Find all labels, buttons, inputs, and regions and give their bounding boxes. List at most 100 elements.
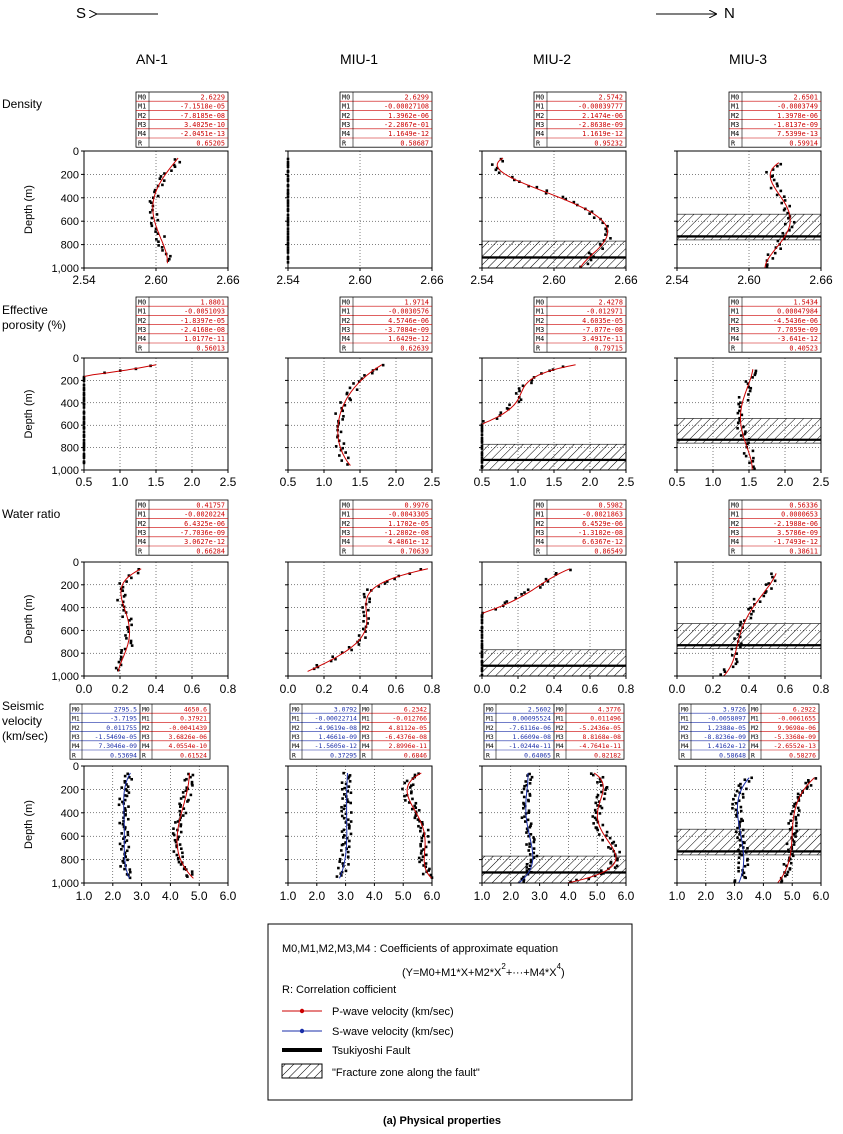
data-point: [526, 789, 529, 793]
data-point: [150, 224, 154, 228]
data-point: [766, 263, 769, 266]
y-tick-label: 400: [61, 603, 79, 615]
panel-an1-row3: M0 2795.5 M1 -3.7195 M2 0.011755 M3 -1.5469e-05…: [23, 703, 237, 903]
plot-frame: [83, 765, 229, 884]
data-point: [338, 454, 341, 457]
data-point: [747, 780, 751, 783]
coef-value: -7.1518e-05: [180, 103, 225, 111]
data-point: [424, 865, 428, 869]
coef-value: 0.9976: [404, 501, 429, 509]
data-point: [419, 829, 422, 833]
coef-value: 6.2922: [793, 705, 816, 713]
data-point: [783, 237, 786, 241]
data-point: [609, 847, 613, 850]
data-point: [124, 813, 127, 817]
coef-key: R: [681, 751, 685, 759]
data-point: [561, 195, 565, 199]
s-wave-curve: [339, 772, 348, 879]
x-tick-label: 1.0: [112, 475, 129, 489]
coef-key: M4: [731, 335, 739, 343]
data-point: [529, 778, 532, 781]
coef-key: R: [138, 344, 143, 352]
coef-table: M0 1.8801 M1 -0.0051093 M2 -1.8397e-05 M3 -2.41…: [135, 296, 229, 353]
data-point: [519, 398, 523, 402]
coef-key: M1: [751, 715, 759, 723]
y-axis-label: Depth (m): [23, 390, 35, 439]
data-point: [528, 864, 532, 868]
coef-value: -1.8397e-05: [180, 317, 225, 325]
well-label-miu3: MIU-3: [729, 51, 767, 67]
panel-miu1-row2: M0 0.9976 M1 -0.0043305 M2 1.1702e-05 M3 -1.280…: [280, 499, 441, 696]
x-tick-label: 2.0: [777, 475, 794, 489]
coef-value: 6.6367e-12: [582, 538, 623, 546]
coef-value: 1.3978e-06: [777, 112, 818, 120]
data-point: [128, 868, 132, 871]
data-point: [340, 459, 344, 462]
data-point: [569, 568, 572, 572]
panel-miu1-row0: M0 2.6299 M1 -0.00027108 M2 1.3962e-06 M3 -2.28…: [276, 91, 444, 287]
data-point: [179, 823, 183, 826]
data-point: [599, 869, 603, 872]
data-point: [797, 813, 800, 817]
data-point: [122, 857, 126, 860]
coef-value: -7.077e-08: [582, 326, 623, 334]
coef-value: 1.6609e-08: [513, 733, 552, 741]
coef-key: M0: [731, 93, 739, 101]
data-point: [738, 409, 741, 413]
data-point: [739, 645, 742, 649]
data-point: [601, 838, 604, 842]
data-point: [526, 818, 530, 822]
data-point: [561, 365, 565, 369]
coef-value: 1.4162e-12: [708, 742, 747, 750]
data-point: [426, 828, 430, 832]
coef-value: 1.8801: [200, 298, 225, 306]
coef-key: M1: [536, 511, 544, 519]
data-point: [127, 805, 130, 808]
data-point: [612, 849, 616, 853]
data-point: [168, 257, 171, 261]
coef-value: -0.0061655: [778, 715, 817, 723]
coef-key: M2: [731, 520, 739, 528]
data-point: [414, 801, 418, 805]
coef-value: 1.1702e-05: [388, 520, 429, 528]
coef-value: -1.0244e-11: [509, 742, 551, 750]
coef-key: R: [142, 751, 146, 759]
data-point: [735, 652, 739, 655]
coef-key: M1: [138, 103, 146, 111]
data-point: [599, 784, 603, 787]
data-point: [122, 819, 125, 823]
y-tick-label: 0: [73, 761, 79, 773]
data-point: [807, 780, 810, 784]
data-point: [737, 784, 741, 787]
data-point: [586, 262, 590, 266]
data-point: [418, 819, 421, 823]
coef-value: 0.59914: [789, 139, 818, 147]
panel-an1-row1: M0 1.8801 M1 -0.0051093 M2 -1.8397e-05 M3 -2.41…: [23, 296, 237, 489]
y-tick-label: 200: [61, 375, 79, 387]
data-point: [517, 387, 521, 390]
data-point: [346, 818, 350, 821]
coef-value: 1.1619e-12: [582, 130, 623, 138]
data-point: [174, 840, 178, 844]
data-point: [408, 786, 412, 789]
x-tick-label: 1.5: [148, 475, 165, 489]
data-point: [783, 222, 787, 226]
data-point: [589, 772, 593, 775]
data-point: [136, 571, 140, 575]
coef-value: 0.41757: [196, 501, 225, 509]
data-point: [411, 783, 415, 787]
data-point: [179, 847, 183, 851]
data-point: [124, 855, 127, 858]
coef-value: 6.2342: [404, 705, 427, 713]
data-point: [788, 857, 792, 861]
x-tick-label: 0.4: [148, 682, 165, 696]
data-point: [127, 574, 131, 577]
data-point: [785, 864, 788, 868]
data-point: [417, 772, 420, 775]
coef-key: M4: [138, 335, 146, 343]
panel-an1-row2: M0 0.41757 M1 -0.0020224 M2 6.4325e-06 M3 -7.70…: [23, 499, 237, 696]
y-tick-label: 800: [61, 648, 79, 660]
data-point: [596, 828, 599, 832]
coef-key: R: [342, 547, 347, 555]
data-point: [501, 159, 504, 163]
